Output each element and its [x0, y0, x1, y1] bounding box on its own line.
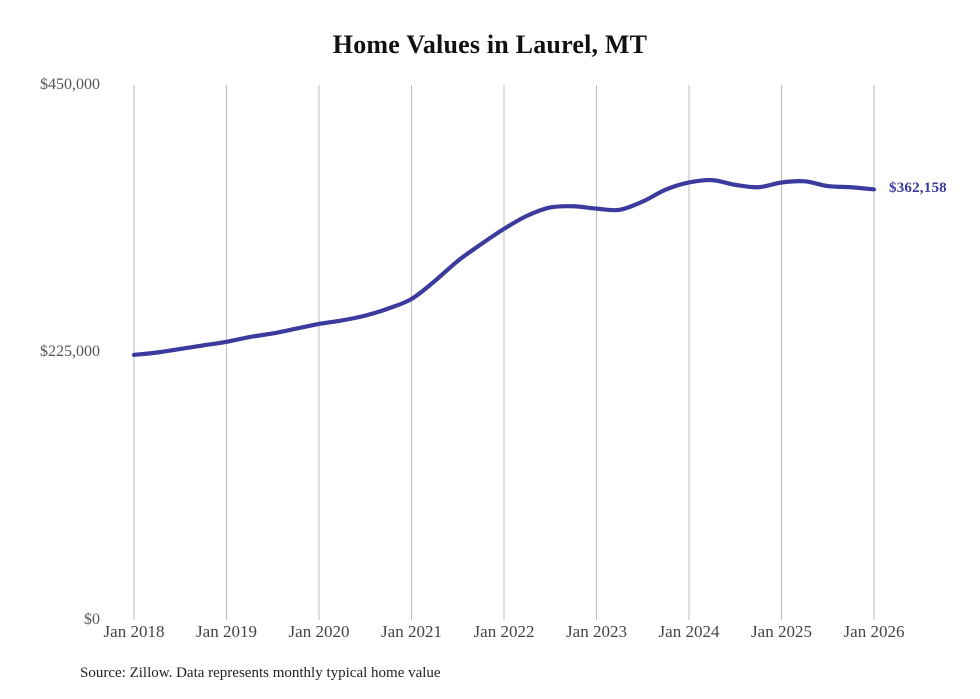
- y-axis-tick-450000: $450,000: [40, 76, 100, 93]
- x-axis-tick-jan-2020: Jan 2020: [288, 622, 350, 641]
- x-axis-tick-jan-2018: Jan 2018: [103, 622, 165, 641]
- x-axis-tick-jan-2019: Jan 2019: [196, 622, 257, 641]
- y-axis-tick-225000: $225,000: [40, 343, 100, 360]
- chart-title: Home Values in Laurel, MT: [332, 30, 648, 59]
- x-axis-tick-jan-2022: Jan 2022: [473, 622, 535, 641]
- end-value-annotation: $362,158: [889, 180, 947, 197]
- series-line-typical-home-value: [131, 177, 877, 357]
- x-axis-tick-jan-2024: Jan 2024: [658, 622, 720, 641]
- y-axis-tick-0: $0: [84, 611, 100, 628]
- gridlines-group: [133, 85, 875, 620]
- x-axis-tick-jan-2025: Jan 2025: [751, 622, 812, 641]
- x-axis-tick-jan-2021: Jan 2021: [381, 622, 442, 641]
- source-note: Source: Zillow. Data represents monthly …: [80, 665, 441, 681]
- x-axis-tick-jan-2026: Jan 2026: [843, 622, 905, 641]
- x-axis-tick-jan-2023: Jan 2023: [566, 622, 627, 641]
